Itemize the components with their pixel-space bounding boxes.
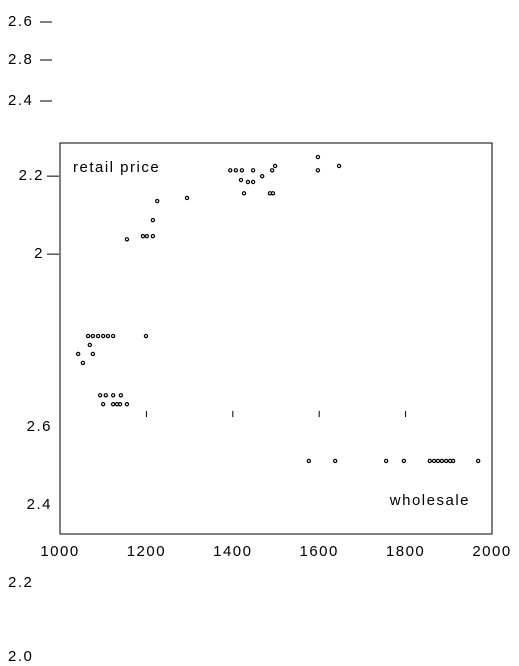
point [184,195,190,201]
x-tick-label: 1800 [386,543,425,560]
point [269,168,275,173]
point [117,402,123,407]
point [250,168,256,173]
point [245,179,251,185]
point [80,360,86,366]
y-tick-label: 2.6 [27,418,52,435]
x-tick-label: 1600 [300,543,339,560]
point [439,458,445,464]
point [306,458,312,464]
point [450,458,456,464]
x-tick-label: 1400 [213,543,252,560]
y-tick-label: 2 [34,245,44,262]
point [90,351,96,357]
point [475,458,481,464]
point [233,168,239,173]
point [110,393,116,398]
stray-label: 2.8 [8,51,33,68]
point [238,177,244,183]
point [272,163,278,169]
point [75,351,81,357]
point [315,168,321,173]
point [150,233,156,239]
x-tick-label: 2000 [472,543,511,560]
point [95,333,101,339]
point [85,333,91,339]
point [90,333,96,339]
point [97,393,103,398]
point [435,458,441,464]
point [270,191,276,196]
point [118,393,124,398]
x-tick-label: 1200 [127,543,166,560]
point [228,168,233,173]
point [124,402,130,407]
point [143,333,149,339]
point [154,198,160,204]
point [315,154,321,160]
point [431,458,437,464]
x-tick-label: 1000 [40,543,79,560]
point [105,333,111,339]
point [103,393,108,398]
point [140,233,146,239]
point [259,173,265,179]
point [401,458,407,464]
point [124,237,130,242]
stray-label: 2.2 [8,574,33,591]
point [332,458,338,464]
legend-label: retail price [73,159,160,176]
point [150,218,156,223]
y-tick-label: 2.4 [27,496,52,513]
point [383,458,389,464]
point [110,402,116,407]
point [444,458,449,464]
point [144,233,150,239]
plot-frame [59,142,493,535]
point [336,163,342,169]
point [87,342,93,348]
point [250,179,256,185]
stray-label: 2.4 [8,92,33,109]
stray-label: 2.0 [8,648,33,665]
point [110,333,116,339]
stray-label: 2.6 [8,13,33,30]
point [239,168,245,173]
point [241,191,247,196]
legend-label: wholesale [389,492,470,509]
y-tick-label: 2.2 [19,167,44,184]
point [100,333,106,339]
point [100,402,106,407]
point [427,458,432,464]
